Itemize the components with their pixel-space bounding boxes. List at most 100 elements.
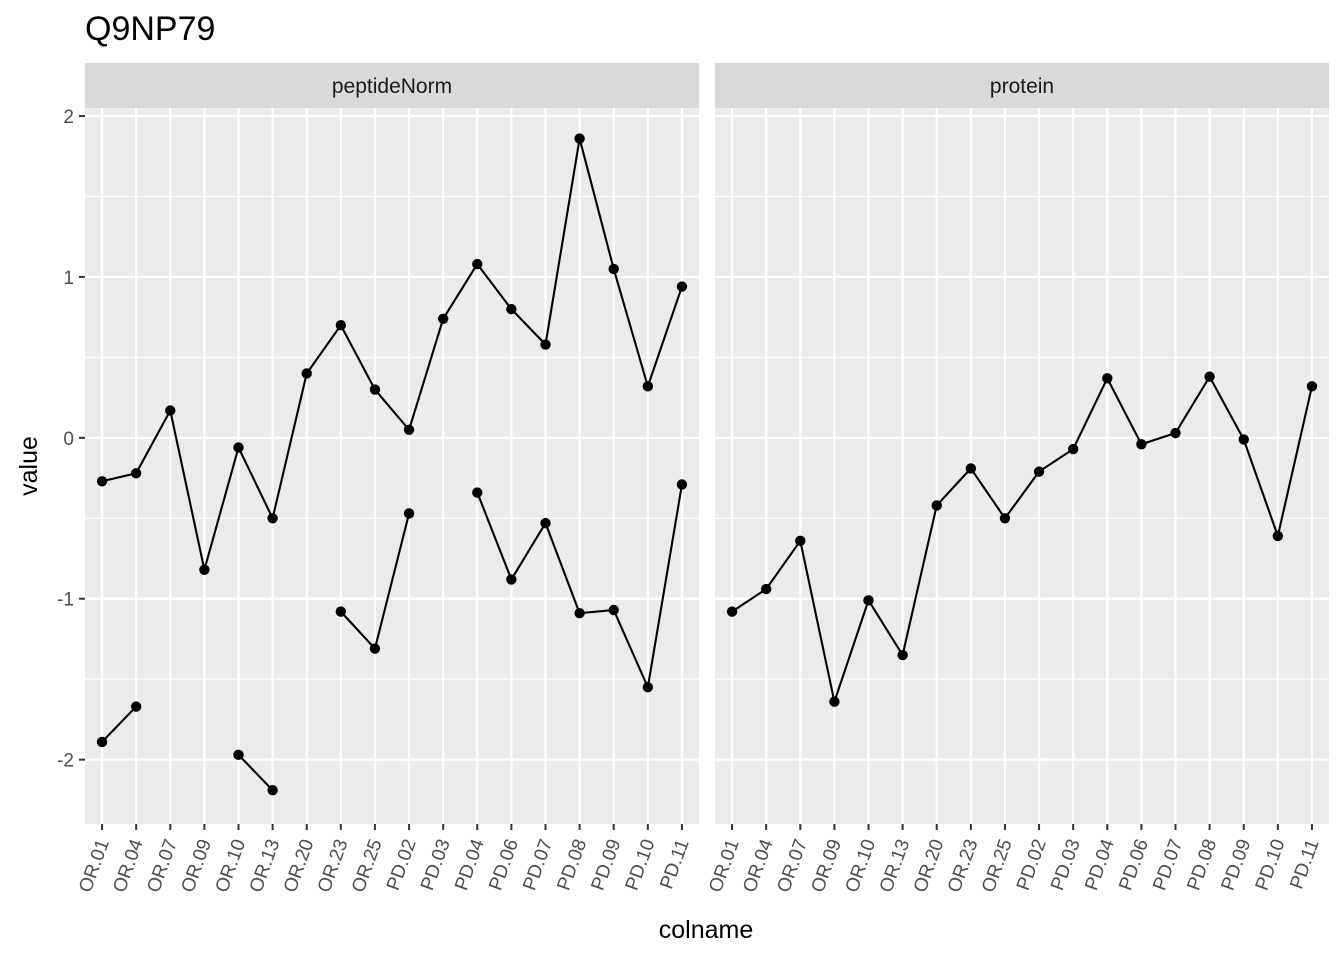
series-segment bbox=[1276, 386, 1313, 537]
strip-background bbox=[85, 63, 699, 108]
series-segment bbox=[408, 318, 445, 431]
data-point bbox=[1238, 434, 1249, 445]
data-point bbox=[1170, 427, 1181, 439]
data-point bbox=[608, 263, 619, 275]
x-tick-label: OR.10 bbox=[212, 837, 251, 896]
series-segment bbox=[612, 609, 649, 688]
series-1 bbox=[96, 133, 688, 575]
data-point bbox=[1067, 443, 1079, 455]
data-point bbox=[863, 595, 874, 606]
data-point bbox=[574, 133, 585, 144]
data-point bbox=[403, 424, 415, 435]
series-segment bbox=[901, 505, 938, 656]
series-2 bbox=[96, 479, 688, 796]
x-tick-label: OR.10 bbox=[842, 837, 881, 896]
series-segment bbox=[544, 138, 581, 345]
series-segment bbox=[833, 600, 870, 703]
data-point bbox=[795, 535, 806, 547]
series-segment bbox=[203, 447, 240, 571]
series-segment bbox=[799, 540, 836, 702]
data-point bbox=[1102, 373, 1113, 384]
x-tick-label: PD.02 bbox=[383, 837, 421, 894]
x-tick-label: OR.25 bbox=[978, 837, 1017, 896]
data-point bbox=[1033, 466, 1045, 477]
x-tick-label: OR.04 bbox=[739, 836, 778, 895]
series-segment bbox=[271, 373, 308, 519]
x-tick-label: OR.13 bbox=[246, 837, 285, 896]
x-tick-label: PD.07 bbox=[1149, 837, 1187, 894]
series-segment bbox=[169, 410, 206, 570]
data-point bbox=[1306, 381, 1318, 392]
y-tick-label: -2 bbox=[57, 751, 74, 772]
x-tick-label: PD.06 bbox=[1115, 837, 1153, 894]
strip-label: protein bbox=[990, 75, 1054, 98]
x-tick-label: PD.03 bbox=[417, 837, 455, 894]
panel-peptideNorm: peptideNorm OR.01OR.04OR.07OR.09OR.10OR.1… bbox=[75, 63, 699, 895]
x-tick-label: PD.10 bbox=[622, 837, 660, 894]
data-point bbox=[1204, 371, 1215, 382]
x-tick-label: OR.07 bbox=[143, 837, 182, 896]
data-point bbox=[472, 487, 483, 498]
series-segment bbox=[1141, 432, 1176, 446]
data-point bbox=[403, 508, 415, 519]
x-axis-title: colname bbox=[659, 916, 754, 944]
series-segment bbox=[544, 522, 581, 614]
x-tick-label: OR.09 bbox=[178, 837, 217, 896]
x-tick-label: PD.06 bbox=[485, 837, 523, 894]
series-segment bbox=[373, 513, 411, 649]
data-point bbox=[165, 405, 176, 416]
series-segment bbox=[1174, 376, 1211, 434]
series-segment bbox=[476, 492, 513, 580]
data-point bbox=[335, 606, 347, 617]
x-tick-label: PD.08 bbox=[1184, 837, 1222, 894]
data-point bbox=[760, 583, 772, 595]
data-point bbox=[267, 513, 278, 524]
x-tick-label: PD.11 bbox=[656, 837, 693, 892]
x-tick-label: PD.09 bbox=[1218, 837, 1256, 894]
data-point bbox=[369, 384, 381, 395]
data-point bbox=[608, 604, 619, 616]
data-point bbox=[676, 281, 688, 292]
series-segment bbox=[476, 263, 513, 310]
series-segment bbox=[1106, 377, 1143, 445]
x-tick-label: OR.25 bbox=[348, 837, 387, 896]
data-point bbox=[199, 564, 210, 575]
data-point bbox=[931, 500, 942, 511]
data-point bbox=[301, 368, 312, 379]
data-point bbox=[726, 606, 738, 617]
x-tick-label: PD.04 bbox=[1081, 836, 1119, 893]
data-point bbox=[506, 303, 517, 315]
x-tick-label: PD.11 bbox=[1286, 837, 1323, 892]
strip-background bbox=[715, 63, 1329, 108]
x-tick-label: OR.04 bbox=[109, 836, 148, 895]
data-point bbox=[965, 463, 977, 474]
data-point bbox=[1136, 439, 1147, 450]
series-segment bbox=[305, 324, 342, 375]
data-point bbox=[897, 649, 908, 661]
data-point bbox=[506, 574, 517, 585]
x-tick-label: PD.10 bbox=[1252, 837, 1290, 894]
x-tick-label: PD.04 bbox=[451, 836, 489, 893]
panel-protein: proteinOR.01OR.04OR.07OR.09OR.10OR.13OR.… bbox=[705, 63, 1329, 895]
y-tick-label: 2 bbox=[63, 107, 74, 128]
series-segment bbox=[339, 324, 376, 391]
panels: peptideNormOR.01OR.04OR.07OR.09OR.10OR.1… bbox=[75, 63, 1329, 895]
data-point bbox=[642, 381, 654, 392]
y-axis-title: value bbox=[15, 436, 43, 496]
data-point bbox=[472, 258, 483, 270]
data-point bbox=[233, 749, 244, 761]
data-point bbox=[999, 513, 1011, 524]
y-tick-label: 0 bbox=[63, 429, 74, 450]
data-point bbox=[437, 313, 449, 324]
x-tick-label: PD.03 bbox=[1047, 837, 1085, 894]
y-tick-label: 1 bbox=[63, 268, 74, 289]
series-segment bbox=[237, 447, 274, 519]
series-segment bbox=[101, 472, 137, 483]
x-tick-label: OR.20 bbox=[910, 837, 949, 896]
x-tick-label: PD.07 bbox=[519, 837, 557, 894]
data-point bbox=[369, 643, 381, 654]
data-point bbox=[676, 479, 688, 490]
data-point bbox=[642, 682, 654, 693]
series-segment bbox=[765, 540, 802, 590]
data-point bbox=[130, 701, 142, 712]
